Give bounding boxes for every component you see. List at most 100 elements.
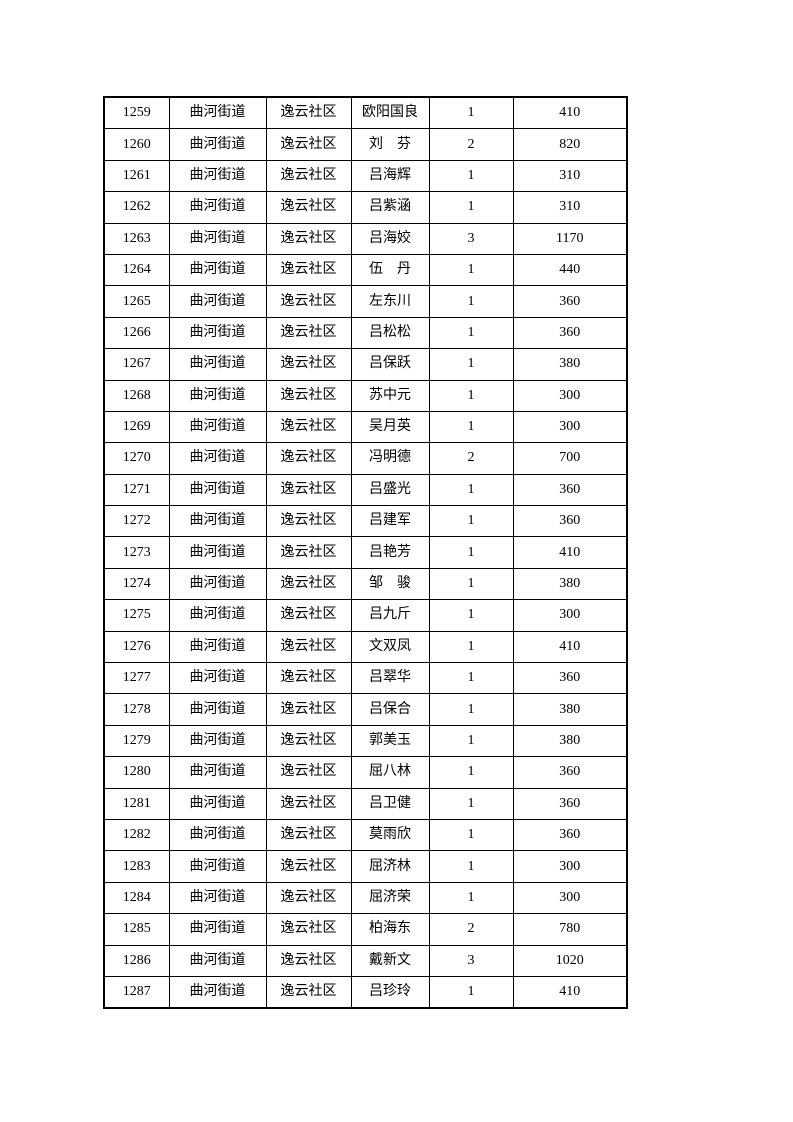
count-cell: 1 — [428, 850, 514, 883]
table-row: 1264 曲河街道 逸云社区伍 丹 1 440 — [103, 253, 628, 287]
community-cell: 逸云社区 — [265, 473, 352, 507]
street-cell: 曲河街道 — [168, 159, 267, 193]
name-cell: 吕保合 — [350, 693, 430, 726]
table-row: 1278 曲河街道 逸云社区 吕保合 1 380 — [103, 693, 628, 726]
community-cell: 逸云社区 — [265, 96, 352, 130]
street-cell: 曲河街道 — [168, 787, 267, 820]
table-row: 1286 曲河街道 逸云社区 戴新文 3 1020 — [103, 944, 628, 977]
street-cell: 曲河街道 — [168, 410, 267, 444]
community-cell: 逸云社区 — [265, 316, 352, 350]
count-cell: 2 — [428, 442, 514, 475]
row-id-cell: 1272 — [103, 505, 170, 538]
row-id-cell: 1269 — [103, 410, 170, 444]
table-row: 1261 曲河街道 逸云社区 吕海辉 1 310 — [103, 159, 628, 193]
amount-cell: 410 — [512, 630, 628, 664]
amount-cell: 300 — [512, 850, 628, 883]
community-cell: 逸云社区 — [265, 599, 352, 632]
row-id-cell: 1267 — [103, 348, 170, 381]
name-cell: 吕海姣 — [350, 222, 430, 255]
street-cell: 曲河街道 — [168, 536, 267, 569]
street-cell: 曲河街道 — [168, 975, 267, 1009]
name-cell: 戴新文 — [350, 944, 430, 977]
street-cell: 曲河街道 — [168, 756, 267, 789]
name-cell: 柏海东 — [350, 913, 430, 946]
row-id-cell: 1273 — [103, 536, 170, 569]
count-cell: 1 — [428, 756, 514, 789]
row-id-cell: 1271 — [103, 473, 170, 507]
community-cell: 逸云社区 — [265, 253, 352, 287]
table-row: 1285 曲河街道 逸云社区 柏海东 2 780 — [103, 913, 628, 946]
street-cell: 曲河街道 — [168, 191, 267, 224]
row-id-cell: 1285 — [103, 913, 170, 946]
amount-cell: 300 — [512, 881, 628, 915]
table-row: 1282 曲河街道 逸云社区 莫雨欣 1 360 — [103, 818, 628, 852]
name-cell: 吕紫涵 — [350, 191, 430, 224]
count-cell: 1 — [428, 159, 514, 193]
count-cell: 1 — [428, 473, 514, 507]
street-cell: 曲河街道 — [168, 724, 267, 758]
street-cell: 曲河街道 — [168, 222, 267, 255]
table-row: 1271 曲河街道 逸云社区 吕盛光 1 360 — [103, 473, 628, 507]
community-cell: 逸云社区 — [265, 285, 352, 318]
name-cell: 刘 芬 — [350, 128, 430, 161]
name-cell: 吕松松 — [350, 316, 430, 350]
count-cell: 1 — [428, 316, 514, 350]
name-cell: 吕海辉 — [350, 159, 430, 193]
amount-cell: 380 — [512, 724, 628, 758]
count-cell: 1 — [428, 881, 514, 915]
table-row: 1276 曲河街道 逸云社区 文双凤 1 410 — [103, 630, 628, 664]
count-cell: 1 — [428, 285, 514, 318]
street-cell: 曲河街道 — [168, 128, 267, 161]
count-cell: 1 — [428, 599, 514, 632]
community-cell: 逸云社区 — [265, 442, 352, 475]
row-id-cell: 1274 — [103, 567, 170, 601]
name-cell: 吴月英 — [350, 410, 430, 444]
community-cell: 逸云社区 — [265, 536, 352, 569]
street-cell: 曲河街道 — [168, 442, 267, 475]
row-id-cell: 1261 — [103, 159, 170, 193]
count-cell: 3 — [428, 944, 514, 977]
community-cell: 逸云社区 — [265, 128, 352, 161]
table-row: 1268 曲河街道 逸云社区 苏中元 1 300 — [103, 379, 628, 412]
street-cell: 曲河街道 — [168, 850, 267, 883]
row-id-cell: 1279 — [103, 724, 170, 758]
name-cell: 吕保跃 — [350, 348, 430, 381]
count-cell: 1 — [428, 191, 514, 224]
row-id-cell: 1281 — [103, 787, 170, 820]
amount-cell: 410 — [512, 536, 628, 569]
count-cell: 1 — [428, 348, 514, 381]
count-cell: 1 — [428, 662, 514, 695]
row-id-cell: 1270 — [103, 442, 170, 475]
name-cell: 屈八林 — [350, 756, 430, 789]
amount-cell: 310 — [512, 191, 628, 224]
amount-cell: 820 — [512, 128, 628, 161]
count-cell: 1 — [428, 787, 514, 820]
row-id-cell: 1284 — [103, 881, 170, 915]
name-cell: 冯明德 — [350, 442, 430, 475]
amount-cell: 300 — [512, 379, 628, 412]
count-cell: 1 — [428, 975, 514, 1009]
amount-cell: 380 — [512, 567, 628, 601]
community-cell: 逸云社区 — [265, 944, 352, 977]
community-cell: 逸云社区 — [265, 881, 352, 915]
row-id-cell: 1265 — [103, 285, 170, 318]
name-cell: 吕珍玲 — [350, 975, 430, 1009]
community-cell: 逸云社区 — [265, 662, 352, 695]
table-row: 1267 曲河街道 逸云社区 吕保跃 1 380 — [103, 348, 628, 381]
name-cell: 吕卫健 — [350, 787, 430, 820]
name-cell: 屈济林 — [350, 850, 430, 883]
amount-cell: 300 — [512, 599, 628, 632]
street-cell: 曲河街道 — [168, 285, 267, 318]
amount-cell: 380 — [512, 693, 628, 726]
community-cell: 逸云社区 — [265, 630, 352, 664]
street-cell: 曲河街道 — [168, 630, 267, 664]
community-cell: 逸云社区 — [265, 379, 352, 412]
community-cell: 逸云社区 — [265, 159, 352, 193]
count-cell: 1 — [428, 379, 514, 412]
row-id-cell: 1282 — [103, 818, 170, 852]
amount-cell: 360 — [512, 285, 628, 318]
name-cell: 郭美玉 — [350, 724, 430, 758]
row-id-cell: 1263 — [103, 222, 170, 255]
count-cell: 1 — [428, 818, 514, 852]
